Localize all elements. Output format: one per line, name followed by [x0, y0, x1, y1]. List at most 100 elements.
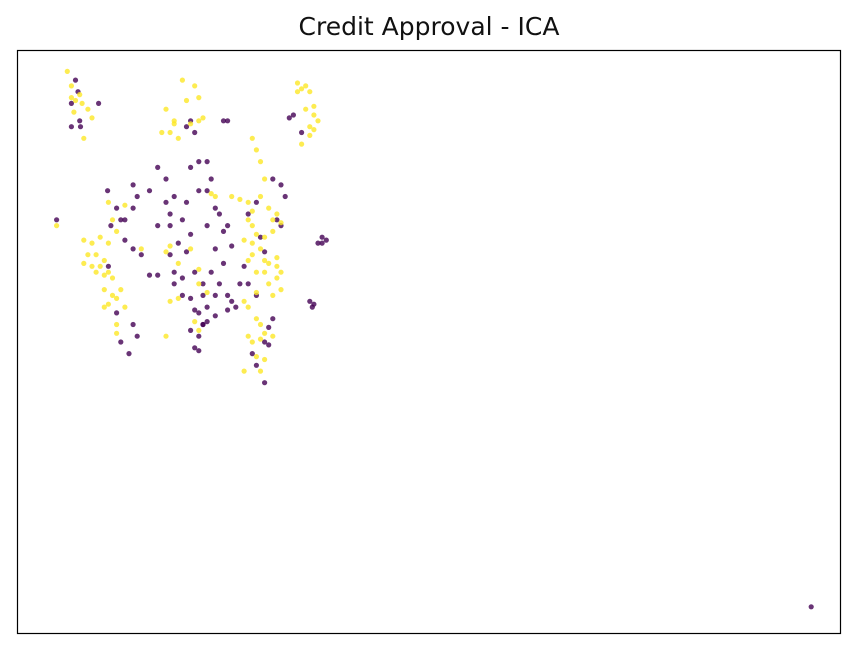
point-class-1 [262, 356, 268, 363]
point-class-1 [294, 80, 301, 86]
point-class-1 [167, 243, 173, 249]
point-class-1 [278, 269, 284, 275]
point-class-0 [262, 339, 268, 345]
point-class-0 [323, 237, 329, 243]
point-class-1 [171, 121, 177, 127]
point-class-0 [220, 118, 227, 124]
point-class-1 [257, 321, 264, 328]
point-class-0 [130, 182, 136, 188]
point-class-1 [105, 301, 111, 307]
point-class-0 [212, 313, 218, 319]
point-class-1 [249, 135, 255, 141]
point-class-1 [93, 269, 99, 275]
point-class-0 [122, 237, 128, 243]
point-class-1 [167, 129, 173, 136]
point-class-1 [196, 266, 202, 272]
point-class-0 [183, 249, 190, 255]
point-class-0 [167, 252, 173, 258]
point-class-0 [249, 351, 255, 357]
point-class-1 [274, 255, 280, 261]
point-class-1 [138, 246, 144, 252]
point-class-0 [315, 240, 321, 246]
point-class-0 [130, 205, 136, 211]
point-class-1 [54, 223, 60, 229]
point-class-0 [808, 604, 814, 610]
point-class-0 [245, 211, 251, 217]
point-class-1 [245, 217, 251, 223]
point-class-0 [114, 205, 120, 211]
point-class-0 [179, 292, 185, 298]
point-class-1 [229, 193, 235, 200]
point-class-0 [212, 292, 218, 298]
point-class-1 [81, 135, 87, 141]
point-class-1 [109, 275, 116, 281]
point-class-1 [212, 193, 218, 200]
point-class-1 [307, 132, 313, 138]
point-class-1 [68, 83, 74, 89]
point-class-0 [299, 129, 305, 136]
point-class-1 [114, 330, 120, 336]
point-class-1 [81, 237, 87, 243]
point-class-1 [163, 106, 169, 112]
point-class-0 [196, 333, 202, 339]
point-class-0 [216, 211, 222, 217]
point-class-0 [192, 269, 198, 275]
point-class-0 [196, 310, 202, 316]
point-class-1 [266, 260, 272, 266]
point-class-1 [196, 327, 202, 333]
point-class-1 [196, 95, 202, 101]
point-class-0 [171, 269, 177, 275]
point-class-1 [262, 176, 268, 182]
point-class-1 [77, 92, 83, 98]
point-class-1 [249, 339, 255, 345]
point-class-0 [253, 362, 259, 368]
point-class-1 [163, 249, 169, 255]
point-class-0 [229, 298, 235, 304]
point-class-1 [114, 228, 120, 234]
point-class-1 [89, 240, 95, 246]
point-class-1 [175, 295, 181, 301]
point-class-0 [204, 223, 210, 229]
point-class-1 [163, 333, 169, 339]
point-class-1 [303, 83, 309, 89]
point-class-1 [188, 121, 194, 127]
point-class-0 [196, 188, 202, 194]
point-class-1 [274, 211, 280, 217]
point-class-0 [229, 243, 235, 249]
point-class-0 [204, 319, 210, 325]
point-class-0 [108, 223, 114, 229]
point-class-0 [220, 228, 227, 234]
point-class-0 [105, 263, 111, 269]
point-class-0 [225, 292, 231, 298]
point-class-1 [71, 109, 77, 115]
point-class-0 [241, 263, 247, 269]
point-class-0 [183, 124, 190, 130]
point-class-1 [79, 100, 85, 106]
point-class-1 [192, 319, 198, 325]
point-class-0 [212, 246, 218, 252]
point-class-0 [204, 188, 210, 194]
point-class-1 [262, 234, 268, 240]
point-class-1 [85, 252, 91, 258]
point-class-0 [146, 272, 153, 278]
point-class-1 [299, 86, 305, 92]
point-class-1 [303, 106, 309, 112]
point-class-0 [68, 100, 74, 106]
point-class-1 [167, 298, 173, 304]
point-class-1 [262, 330, 268, 336]
point-class-1 [257, 159, 264, 165]
point-class-1 [249, 252, 255, 258]
point-class-0 [179, 275, 185, 281]
point-class-0 [200, 281, 206, 287]
point-class-0 [134, 193, 140, 200]
point-class-1 [109, 217, 116, 223]
point-class-1 [249, 223, 255, 229]
point-class-1 [245, 199, 251, 205]
point-class-0 [188, 327, 194, 333]
point-class-1 [81, 260, 87, 266]
point-class-0 [175, 240, 181, 246]
point-class-1 [196, 281, 202, 287]
point-class-0 [257, 234, 264, 240]
point-class-0 [155, 164, 161, 170]
point-class-1 [253, 316, 259, 322]
